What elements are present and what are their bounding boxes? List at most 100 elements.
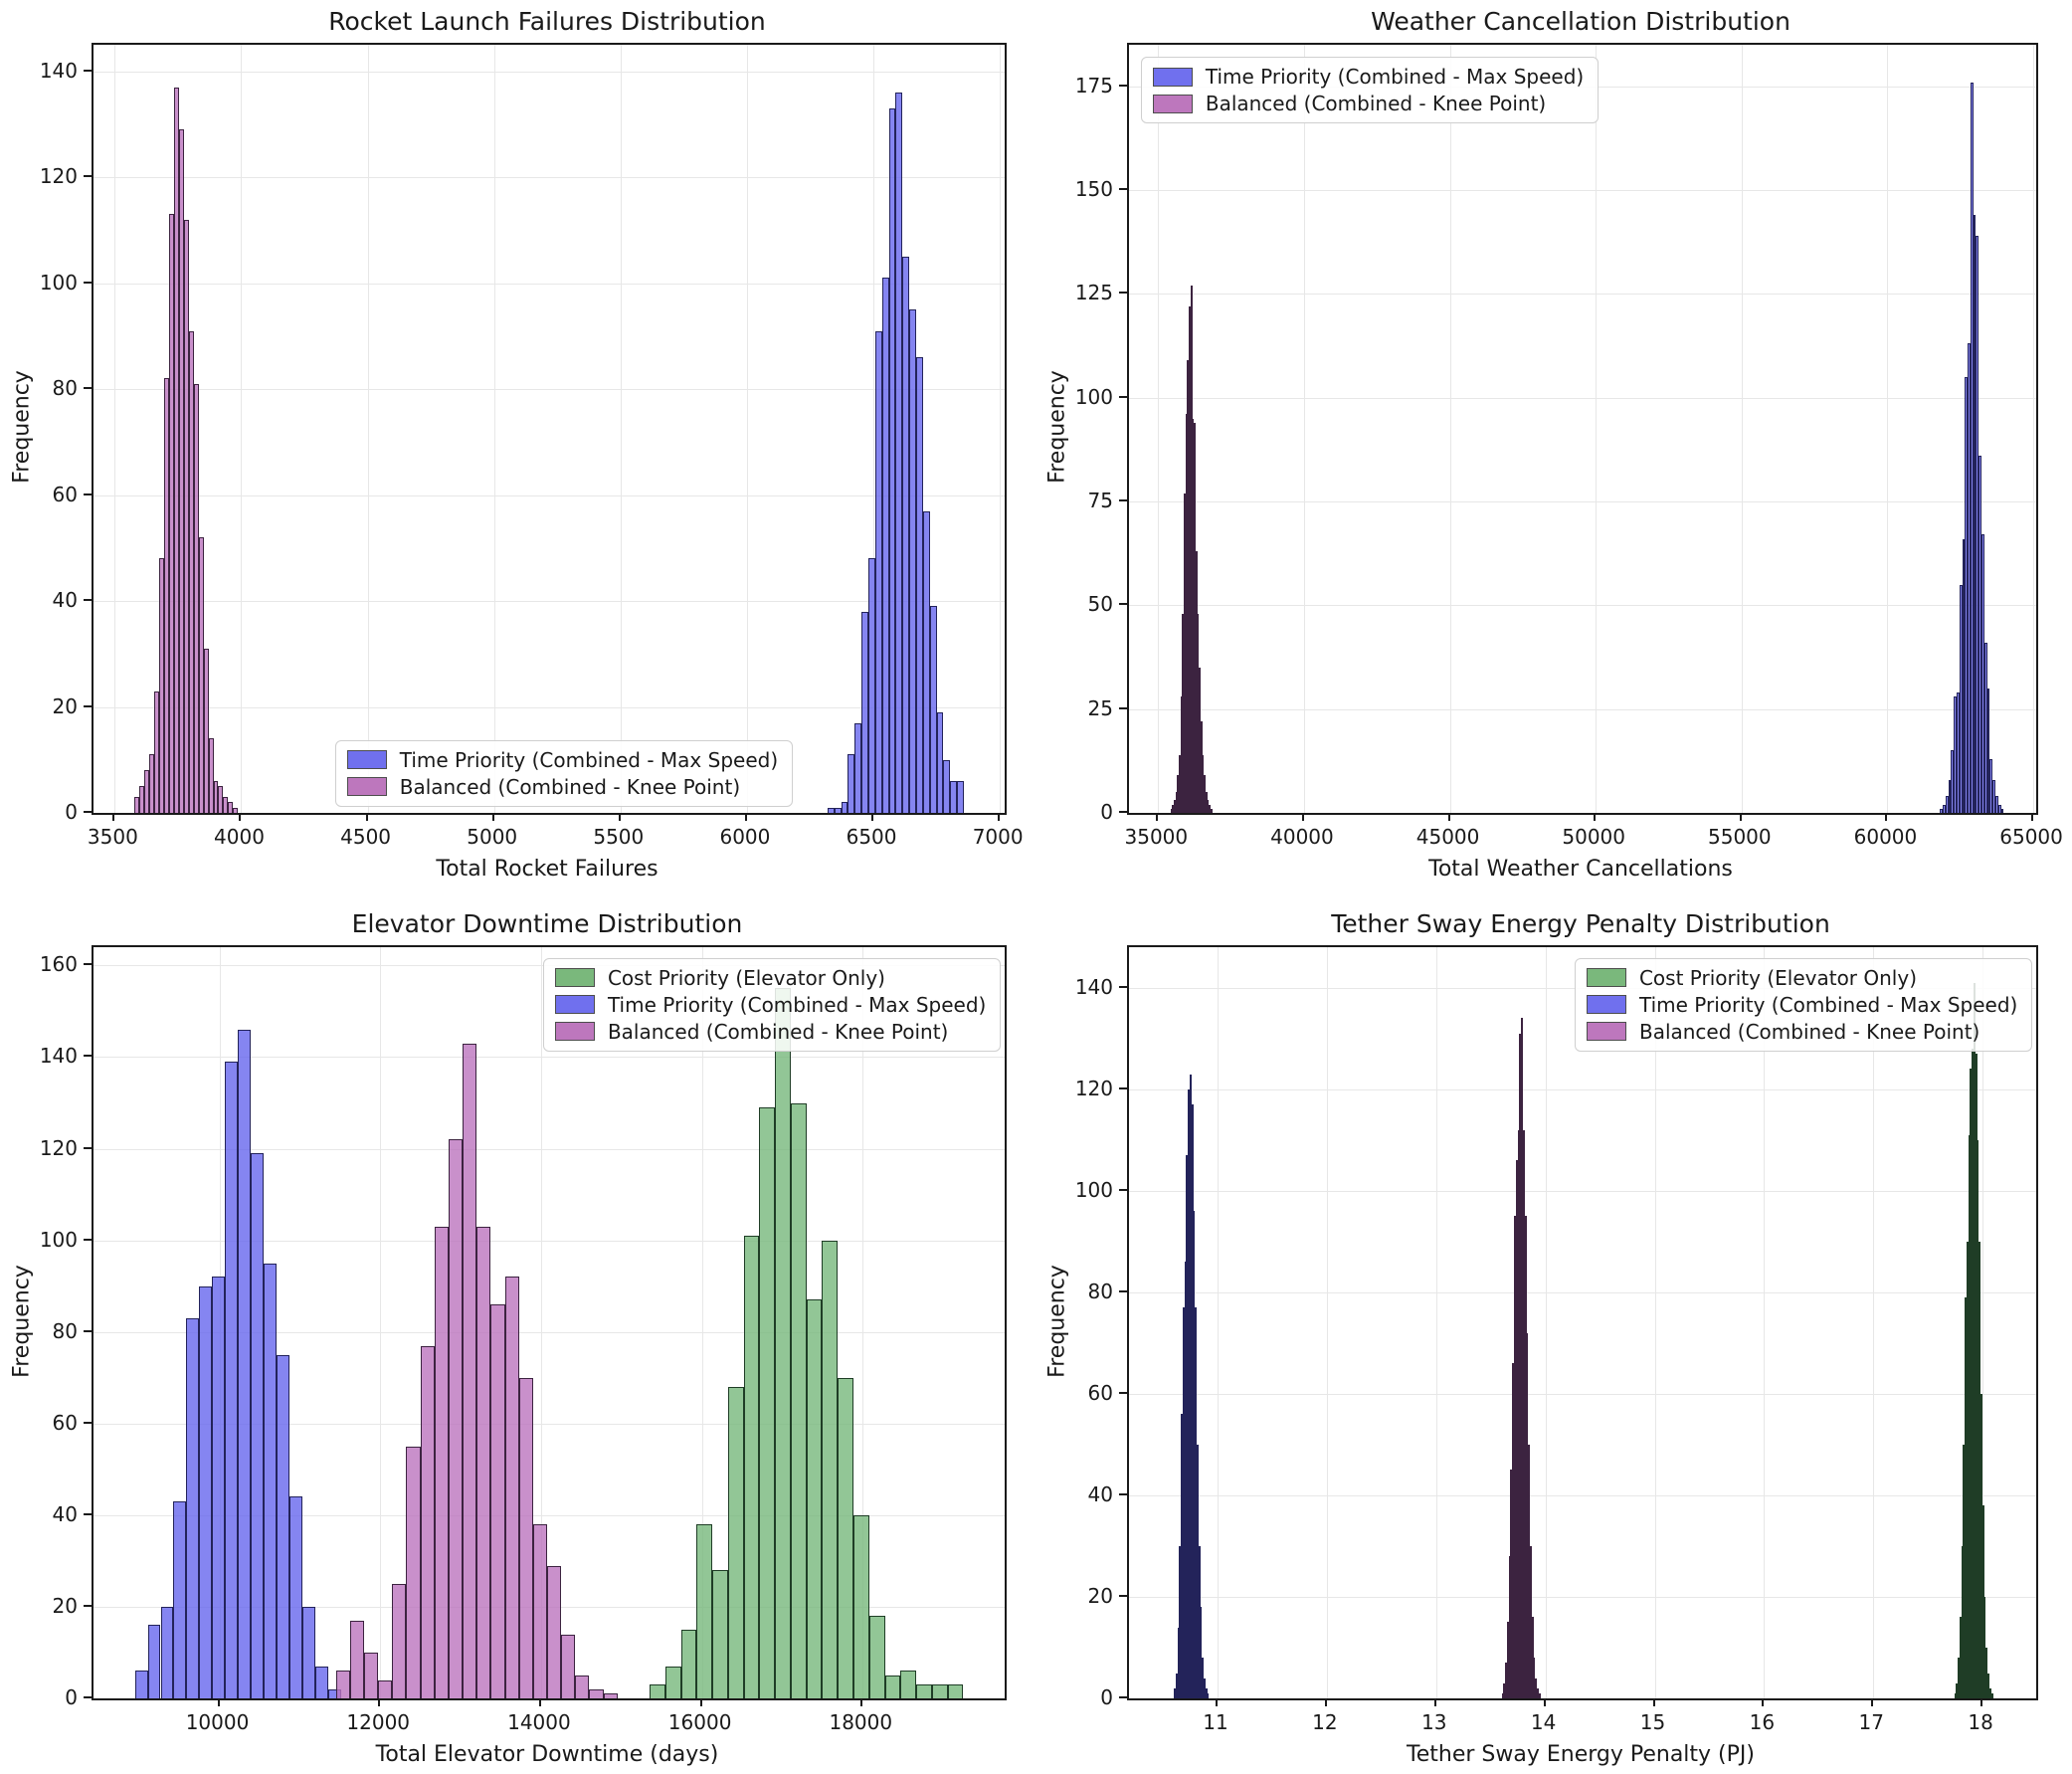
histogram-bar bbox=[1202, 1658, 1205, 1698]
gridline bbox=[94, 1057, 1005, 1059]
y-axis-tick bbox=[84, 1421, 92, 1424]
histogram-bar bbox=[1515, 1160, 1518, 1698]
x-tick-label: 3500 bbox=[87, 825, 138, 849]
gridline bbox=[94, 1148, 1005, 1150]
legend-label: Cost Priority (Elevator Only) bbox=[607, 965, 885, 990]
y-tick-label: 0 bbox=[65, 800, 78, 824]
histogram-bar bbox=[1513, 1216, 1516, 1698]
histogram-bar bbox=[931, 1684, 948, 1698]
histogram-bar bbox=[853, 1514, 869, 1698]
histogram-bar bbox=[1197, 613, 1200, 813]
legend-item: Balanced (Combined - Knee Point) bbox=[554, 1022, 986, 1042]
histogram-bar bbox=[1200, 721, 1203, 813]
y-tick-label: 40 bbox=[52, 1501, 78, 1526]
histogram-bar bbox=[1194, 422, 1197, 813]
gridline bbox=[94, 494, 1005, 496]
histogram-bar bbox=[1192, 418, 1195, 813]
histogram-bar bbox=[378, 1679, 393, 1698]
histogram-bar bbox=[1524, 1216, 1527, 1698]
histogram-bar bbox=[1203, 1677, 1206, 1698]
gridline bbox=[2033, 45, 2035, 813]
legend-item: Cost Priority (Elevator Only) bbox=[554, 965, 986, 990]
y-axis-tick bbox=[1119, 499, 1127, 502]
histogram-bar bbox=[173, 87, 179, 813]
histogram-bar bbox=[841, 802, 848, 813]
histogram-bar bbox=[1182, 1307, 1185, 1698]
histogram-bar bbox=[1182, 613, 1185, 813]
histogram-bar bbox=[909, 309, 916, 813]
histogram-bar bbox=[1178, 754, 1181, 813]
histogram-bar bbox=[1190, 286, 1193, 813]
histogram-bar bbox=[1976, 235, 1979, 813]
gridline bbox=[94, 1423, 1005, 1425]
x-tick-label: 5500 bbox=[593, 825, 645, 849]
x-tick-label: 4500 bbox=[340, 825, 392, 849]
histogram-bar bbox=[1968, 1134, 1971, 1698]
y-axis-tick bbox=[84, 387, 92, 390]
histogram-bar bbox=[1505, 1663, 1508, 1698]
legend-swatch-icon bbox=[346, 750, 387, 770]
histogram-bar bbox=[1965, 376, 1969, 813]
y-tick-label: 100 bbox=[1074, 384, 1113, 409]
legend-swatch-icon bbox=[1152, 67, 1193, 87]
x-tick-label: 35000 bbox=[1124, 825, 1189, 849]
histogram-bar bbox=[1506, 1622, 1509, 1698]
histogram-bar bbox=[1181, 1414, 1184, 1698]
histogram-bar bbox=[888, 107, 896, 813]
histogram-bar bbox=[364, 1652, 379, 1698]
histogram-bar bbox=[1210, 808, 1213, 813]
x-axis-tick bbox=[1447, 813, 1450, 821]
histogram-bar bbox=[1170, 808, 1173, 813]
histogram-bar bbox=[1173, 800, 1176, 813]
histogram-bar bbox=[504, 1277, 519, 1698]
histogram-bar bbox=[314, 1666, 328, 1698]
y-tick-label: 20 bbox=[1087, 1583, 1113, 1608]
histogram-bar bbox=[775, 988, 791, 1698]
y-axis-tick bbox=[1119, 603, 1127, 606]
x-axis-tick bbox=[1739, 813, 1742, 821]
legend-label: Time Priority (Combined - Max Speed) bbox=[1638, 992, 2018, 1017]
histogram-bar bbox=[1977, 1139, 1979, 1698]
histogram-bar bbox=[1533, 1658, 1536, 1698]
gridline bbox=[380, 947, 382, 1698]
legend-label: Cost Priority (Elevator Only) bbox=[1638, 965, 1917, 990]
histogram-bar bbox=[1199, 667, 1202, 813]
histogram-bar bbox=[1512, 1363, 1515, 1698]
x-axis-tick bbox=[1885, 813, 1888, 821]
x-tick-label: 14000 bbox=[507, 1710, 571, 1734]
x-axis-tick bbox=[1594, 813, 1597, 821]
histogram-bar bbox=[518, 1377, 533, 1698]
histogram-bar bbox=[884, 1675, 901, 1698]
histogram-bar bbox=[838, 1377, 853, 1698]
histogram-bar bbox=[1519, 1033, 1522, 1698]
x-axis-tick bbox=[1762, 1698, 1765, 1706]
x-tick-label: 16 bbox=[1749, 1710, 1776, 1734]
histogram-bar bbox=[1536, 1687, 1539, 1698]
gridline bbox=[1435, 947, 1437, 1698]
histogram-bar bbox=[1204, 775, 1207, 813]
legend: Cost Priority (Elevator Only) Time Priori… bbox=[1574, 957, 2033, 1052]
histogram-bar bbox=[881, 278, 889, 813]
gridline bbox=[540, 947, 542, 1698]
legend-swatch-icon bbox=[554, 995, 595, 1015]
histogram-bar bbox=[1986, 688, 1990, 813]
legend-item: Balanced (Combined - Knee Point) bbox=[1152, 94, 1584, 113]
x-axis-label: Total Weather Cancellations bbox=[1428, 857, 1733, 882]
y-axis-tick bbox=[1119, 985, 1127, 988]
histogram-bar bbox=[1966, 1241, 1969, 1698]
gridline bbox=[620, 45, 622, 813]
x-axis-tick bbox=[112, 813, 115, 821]
y-tick-label: 0 bbox=[65, 1685, 78, 1709]
histogram-bar bbox=[1954, 696, 1957, 813]
histogram-bar bbox=[1989, 758, 1993, 813]
gridline bbox=[114, 45, 116, 813]
histogram-bar bbox=[406, 1446, 421, 1698]
legend-item: Cost Priority (Elevator Only) bbox=[1586, 965, 2017, 990]
gridline bbox=[493, 45, 495, 813]
gridline bbox=[1129, 190, 2036, 192]
y-axis-tick bbox=[84, 493, 92, 495]
histogram-bar bbox=[1501, 1692, 1504, 1698]
histogram-bar bbox=[1195, 1307, 1198, 1698]
gridline bbox=[94, 1514, 1005, 1516]
chart-title: Tether Sway Energy Penalty Distribution bbox=[1331, 909, 1830, 938]
